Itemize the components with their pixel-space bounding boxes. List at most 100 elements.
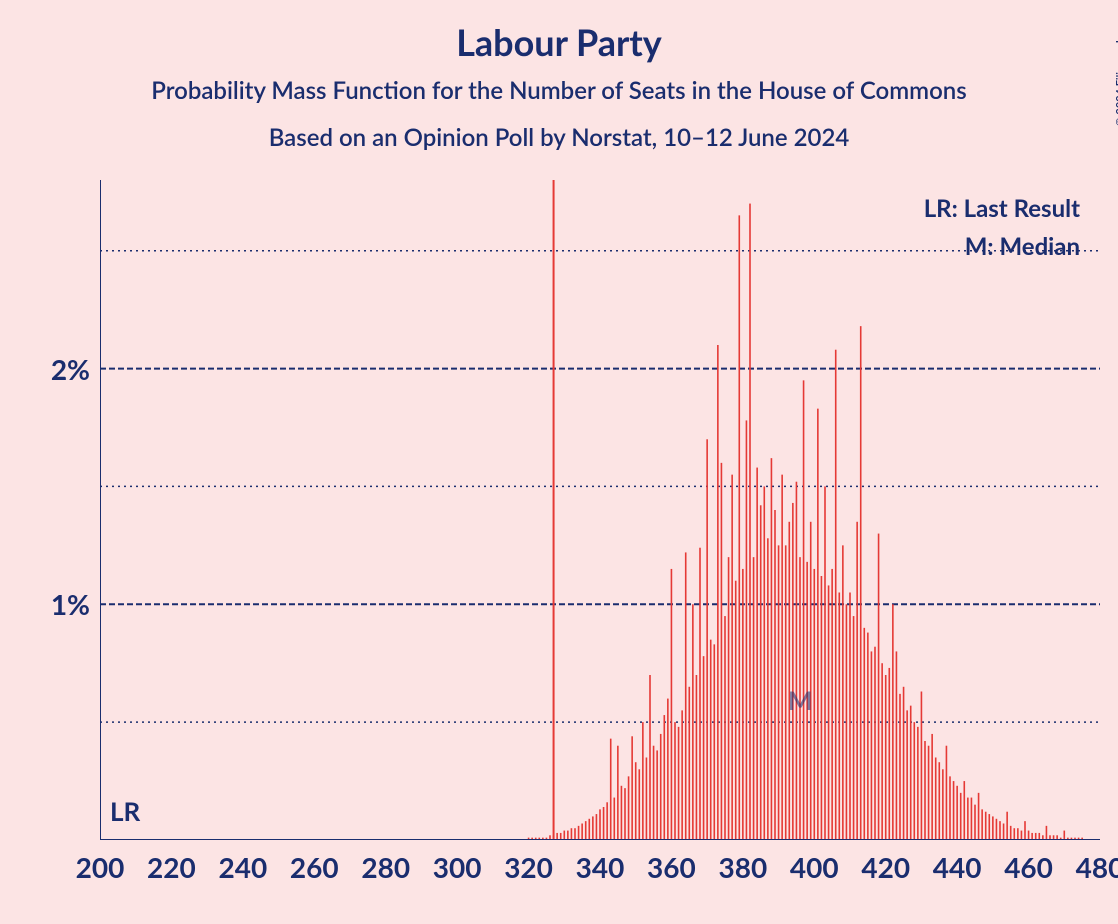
bar xyxy=(749,204,751,840)
bar xyxy=(613,798,615,840)
bar xyxy=(678,727,680,840)
bar xyxy=(571,828,573,840)
x-tick-label: 360 xyxy=(647,850,696,884)
bar xyxy=(710,640,712,840)
bar xyxy=(588,819,590,840)
bar xyxy=(974,805,976,840)
bar xyxy=(642,722,644,840)
bar xyxy=(596,814,598,840)
legend: LR: Last Result M: Median xyxy=(924,190,1080,267)
bar xyxy=(888,668,890,840)
bar xyxy=(778,545,780,840)
bar xyxy=(892,604,894,840)
x-tick-label: 260 xyxy=(290,850,339,884)
bar xyxy=(988,814,990,840)
bar xyxy=(917,727,919,840)
bar xyxy=(992,816,994,840)
bar xyxy=(867,633,869,840)
bar xyxy=(578,826,580,840)
bar xyxy=(978,793,980,840)
bar xyxy=(931,734,933,840)
bar xyxy=(913,722,915,840)
bar xyxy=(1035,833,1037,840)
bar xyxy=(935,758,937,841)
bar xyxy=(585,821,587,840)
y-tick-label: 2% xyxy=(51,352,90,386)
bar xyxy=(871,651,873,840)
bar xyxy=(660,734,662,840)
bar xyxy=(878,534,880,840)
chart-subtitle2: Based on an Opinion Poll by Norstat, 10–… xyxy=(0,123,1118,152)
bar xyxy=(685,552,687,840)
bar xyxy=(803,380,805,840)
bar xyxy=(667,699,669,840)
x-labels: 2002202402602803003203403603804004204404… xyxy=(100,850,1118,890)
bar xyxy=(1038,833,1040,840)
bar xyxy=(631,736,633,840)
bar xyxy=(810,522,812,840)
bar xyxy=(946,746,948,840)
bar xyxy=(1003,824,1005,841)
bar xyxy=(742,569,744,840)
bar xyxy=(699,548,701,840)
bar xyxy=(610,739,612,840)
bar xyxy=(624,788,626,840)
bar xyxy=(735,581,737,840)
bar xyxy=(971,798,973,840)
bar xyxy=(1063,831,1065,840)
bar xyxy=(821,576,823,840)
bar xyxy=(731,475,733,840)
bar xyxy=(846,604,848,840)
bar xyxy=(960,793,962,840)
bar xyxy=(774,510,776,840)
x-tick-label: 340 xyxy=(576,850,625,884)
bar xyxy=(649,675,651,840)
bar xyxy=(713,644,715,840)
bar xyxy=(860,326,862,840)
bar xyxy=(885,675,887,840)
x-tick-label: 220 xyxy=(147,850,196,884)
bar xyxy=(899,694,901,840)
x-tick-label: 400 xyxy=(790,850,839,884)
bar xyxy=(881,663,883,840)
bar xyxy=(688,687,690,840)
bar xyxy=(1013,828,1015,840)
bar xyxy=(906,710,908,840)
bar xyxy=(767,538,769,840)
bar xyxy=(746,420,748,840)
bar xyxy=(760,505,762,840)
bar xyxy=(581,824,583,841)
bar xyxy=(692,604,694,840)
chart-title: Labour Party xyxy=(0,0,1118,64)
bar xyxy=(849,593,851,841)
bar xyxy=(999,821,1001,840)
x-tick-label: 440 xyxy=(933,850,982,884)
bar xyxy=(574,828,576,840)
bar xyxy=(592,816,594,840)
median-marker-label: M xyxy=(788,684,813,716)
bar xyxy=(599,809,601,840)
bar xyxy=(756,468,758,840)
copyright-text: © 2024 Filip van Laenen xyxy=(1114,8,1118,126)
bar xyxy=(788,522,790,840)
y-tick-label: 1% xyxy=(51,587,90,621)
bar xyxy=(838,593,840,841)
bar xyxy=(724,616,726,840)
bar xyxy=(981,809,983,840)
x-tick-label: 300 xyxy=(433,850,482,884)
bar xyxy=(674,722,676,840)
bar xyxy=(828,585,830,840)
bar xyxy=(813,569,815,840)
legend-m: M: Median xyxy=(924,228,1080,266)
x-tick-label: 420 xyxy=(861,850,910,884)
bar xyxy=(1021,831,1023,840)
bar xyxy=(563,831,565,840)
chart-svg xyxy=(100,180,1100,840)
bar xyxy=(910,706,912,840)
bar xyxy=(942,769,944,840)
bar xyxy=(656,750,658,840)
bar xyxy=(817,409,819,840)
bar xyxy=(635,762,637,840)
bar xyxy=(671,569,673,840)
bar xyxy=(903,687,905,840)
